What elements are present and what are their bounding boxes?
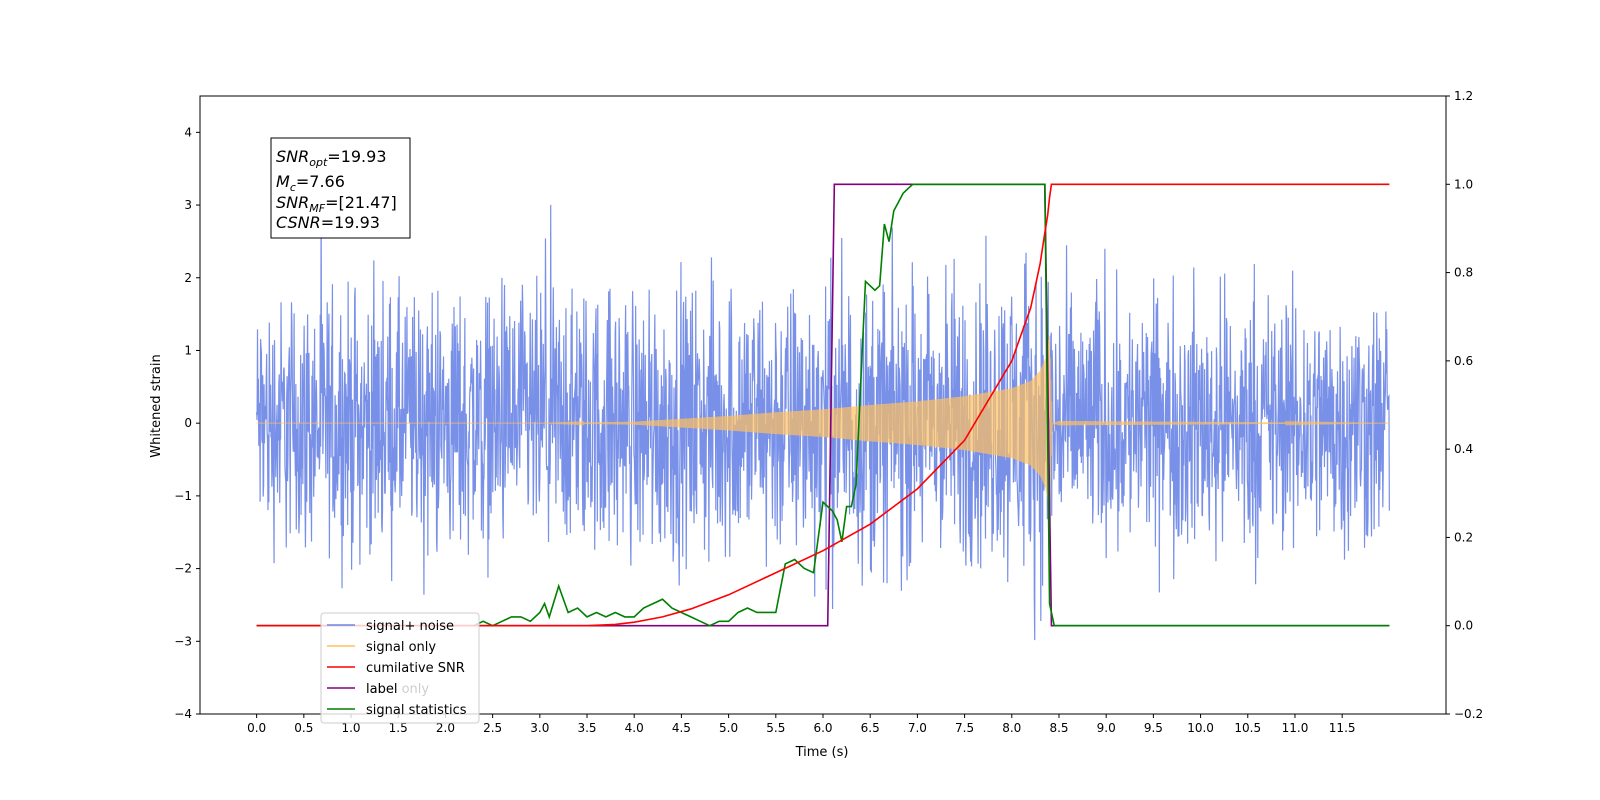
annotation-snr-opt: SNRopt=19.93 (276, 147, 387, 169)
left-tick-label: −4 (174, 707, 192, 721)
right-tick-label: 0.6 (1454, 354, 1473, 368)
left-tick-label: −1 (174, 489, 192, 503)
series-signal-statistics (256, 183, 1390, 627)
annotation-mc: Mc=7.66 (276, 172, 345, 194)
x-tick-label: 2.5 (483, 721, 502, 735)
x-tick-label: 5.0 (719, 721, 738, 735)
left-tick-label: 2 (184, 271, 192, 285)
x-tick-label: 10.0 (1187, 721, 1214, 735)
right-tick-label: 0.8 (1454, 266, 1473, 280)
x-tick-label: 7.0 (908, 721, 927, 735)
x-tick-label: 0.0 (247, 721, 266, 735)
legend-label: signal+ noise (366, 619, 454, 634)
x-tick-label: 1.0 (341, 721, 360, 735)
x-tick-label: 8.5 (1049, 721, 1068, 735)
legend-occluded-label: label only (366, 682, 429, 697)
x-tick-label: 4.0 (625, 721, 644, 735)
x-tick-label: 3.0 (530, 721, 549, 735)
series-layer (256, 183, 1390, 641)
x-tick-label: 9.5 (1144, 721, 1163, 735)
x-tick-label: 4.5 (672, 721, 691, 735)
x-tick-label: 11.0 (1282, 721, 1309, 735)
x-tick-label: 11.5 (1329, 721, 1356, 735)
x-tick-label: 2.0 (436, 721, 455, 735)
series-cumulative-snr (256, 183, 1390, 627)
x-tick-label: 6.0 (813, 721, 832, 735)
x-tick-label: 0.5 (294, 721, 313, 735)
right-tick-label: 0.4 (1454, 442, 1473, 456)
right-tick-label: 1.2 (1454, 89, 1473, 103)
legend-label: cumilative SNR (366, 661, 465, 676)
left-tick-label: 3 (184, 198, 192, 212)
left-tick-label: 1 (184, 343, 192, 357)
legend-label: signal statistics (366, 703, 467, 718)
left-tick-label: 0 (184, 416, 192, 430)
x-axis: 0.0 0.5 1.0 1.5 2.0 2.5 3.0 3.5 4.0 4.5 5.0 5.5 6.0 6… (247, 714, 1356, 735)
x-tick-label: 5.5 (766, 721, 785, 735)
legend-label: signal only (366, 640, 436, 655)
right-tick-label: 0.2 (1454, 530, 1473, 544)
x-tick-label: 1.5 (389, 721, 408, 735)
series-signal-only (256, 335, 1390, 509)
x-axis-label: Time (s) (795, 745, 849, 760)
left-y-axis: −4 −3 −2 −1 0 1 2 3 4 (174, 125, 200, 721)
right-tick-label: 1.0 (1454, 177, 1473, 191)
right-tick-label: 0.0 (1454, 619, 1473, 633)
left-tick-label: 4 (184, 125, 192, 139)
x-tick-label: 3.5 (577, 721, 596, 735)
series-signal-noise (256, 194, 1390, 641)
legend: label only signal+ noise signal only cumil… (320, 612, 480, 724)
right-y-axis: −0.2 0.0 0.2 0.4 0.6 0.8 1.0 1.2 (1446, 89, 1483, 721)
left-tick-label: −3 (174, 634, 192, 648)
left-tick-label: −2 (174, 562, 192, 576)
x-tick-label: 7.5 (955, 721, 974, 735)
annotation-csnr: CSNR=19.93 (276, 213, 380, 232)
annotation-box: SNRopt=19.93 Mc=7.66 SNRMF=[21.47] CSNR=… (270, 137, 411, 239)
x-tick-label: 9.0 (1097, 721, 1116, 735)
y-axis-label: Whitened strain (149, 354, 164, 457)
x-tick-label: 6.5 (861, 721, 880, 735)
x-tick-label: 8.0 (1002, 721, 1021, 735)
right-tick-label: −0.2 (1454, 707, 1483, 721)
x-tick-label: 10.5 (1234, 721, 1261, 735)
annotation-snr-mf: SNRMF=[21.47] (276, 193, 397, 215)
legend-label: label (366, 682, 397, 697)
